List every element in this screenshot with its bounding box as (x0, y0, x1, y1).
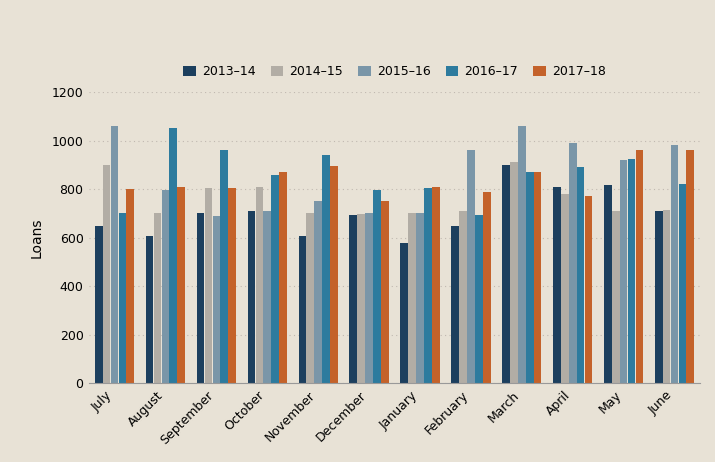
Bar (459, 211, 467, 383)
Bar (197, 213, 204, 383)
Bar (636, 150, 644, 383)
Bar (169, 128, 177, 383)
Bar (416, 213, 424, 383)
Bar (655, 211, 663, 383)
Bar (561, 194, 568, 383)
Bar (212, 216, 220, 383)
Bar (322, 155, 330, 383)
Bar (400, 243, 408, 383)
Bar (177, 187, 185, 383)
Legend: 2013–14, 2014–15, 2015–16, 2016–17, 2017–18: 2013–14, 2014–15, 2015–16, 2016–17, 2017… (178, 61, 611, 83)
Bar (475, 214, 483, 383)
Bar (119, 213, 127, 383)
Bar (671, 146, 679, 383)
Bar (373, 190, 381, 383)
Bar (451, 225, 459, 383)
Bar (408, 213, 416, 383)
Bar (502, 165, 510, 383)
Bar (350, 214, 357, 383)
Bar (103, 165, 110, 383)
Bar (204, 188, 212, 383)
Bar (432, 187, 440, 383)
Bar (534, 172, 541, 383)
Bar (365, 213, 373, 383)
Bar (604, 185, 611, 383)
Bar (247, 211, 255, 383)
Bar (585, 196, 592, 383)
Bar (162, 190, 169, 383)
Bar (271, 175, 279, 383)
Bar (467, 150, 475, 383)
Bar (424, 188, 432, 383)
Bar (686, 150, 694, 383)
Bar (330, 166, 337, 383)
Bar (255, 187, 263, 383)
Bar (526, 172, 533, 383)
Bar (577, 167, 584, 383)
Bar (307, 213, 314, 383)
Bar (154, 213, 162, 383)
Bar (220, 150, 228, 383)
Bar (127, 189, 134, 383)
Bar (299, 237, 306, 383)
Bar (679, 184, 686, 383)
Bar (612, 211, 620, 383)
Bar (263, 211, 271, 383)
Y-axis label: Loans: Loans (29, 218, 44, 258)
Bar (95, 225, 102, 383)
Bar (569, 143, 576, 383)
Bar (315, 201, 322, 383)
Bar (510, 162, 518, 383)
Bar (663, 210, 671, 383)
Bar (111, 126, 119, 383)
Bar (518, 126, 526, 383)
Bar (146, 237, 154, 383)
Bar (381, 201, 389, 383)
Bar (280, 172, 287, 383)
Bar (483, 192, 490, 383)
Bar (628, 159, 636, 383)
Bar (358, 214, 365, 383)
Bar (620, 160, 628, 383)
Bar (553, 187, 561, 383)
Bar (228, 188, 236, 383)
